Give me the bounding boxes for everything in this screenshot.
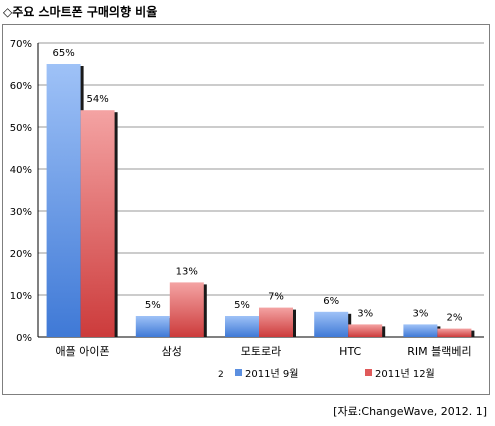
y-tick-label: 40% bbox=[10, 165, 32, 176]
data-label: 7% bbox=[268, 292, 284, 303]
category-label: 모토로라 bbox=[241, 345, 281, 358]
data-label: 2% bbox=[446, 313, 462, 324]
category-label: 삼성 bbox=[162, 345, 182, 358]
legend-label: 2011년 12월 bbox=[375, 368, 435, 380]
chart-frame: 0% 10% 20% 30% 40% 50% 60% 70% 65% 54% 애플 아이폰 5% 13%… bbox=[2, 24, 490, 395]
bar-sep bbox=[225, 316, 259, 337]
legend-swatch bbox=[365, 369, 372, 376]
bar-dec bbox=[348, 324, 383, 337]
category-label: 애플 아이폰 bbox=[56, 345, 110, 358]
category-label: HTC bbox=[339, 345, 361, 358]
data-label: 13% bbox=[176, 266, 198, 277]
y-tick-label: 30% bbox=[10, 207, 32, 218]
data-label: 5% bbox=[145, 300, 161, 311]
bar-sep bbox=[46, 64, 81, 337]
bar-sep bbox=[314, 311, 349, 337]
category-label: RIM 블랙베리 bbox=[407, 345, 471, 358]
data-label: 5% bbox=[234, 300, 250, 311]
legend-label: 2011년 9월 bbox=[245, 368, 298, 380]
y-tick-label: 10% bbox=[10, 291, 32, 302]
y-tick-label: 60% bbox=[10, 81, 32, 92]
bar-chart: 0% 10% 20% 30% 40% 50% 60% 70% 65% 54% 애플 아이폰 5% 13%… bbox=[10, 39, 484, 380]
source-note: [자료:ChangeWave, 2012. 1] bbox=[333, 405, 487, 418]
data-label: 3% bbox=[357, 308, 373, 319]
legend-swatch bbox=[235, 369, 242, 376]
y-tick-label: 20% bbox=[10, 249, 32, 260]
bar-dec bbox=[169, 282, 204, 337]
bar-dec bbox=[259, 307, 293, 337]
bar-dec bbox=[437, 328, 472, 337]
data-label: 3% bbox=[412, 308, 428, 319]
data-label: 6% bbox=[323, 296, 339, 307]
y-tick-label: 70% bbox=[10, 39, 32, 50]
bar-sep bbox=[135, 316, 170, 337]
bar-dec bbox=[80, 110, 115, 337]
legend-stray-text: 2 bbox=[218, 370, 224, 380]
data-label: 65% bbox=[52, 48, 74, 59]
data-label: 54% bbox=[86, 94, 108, 105]
bar-sep bbox=[403, 324, 438, 337]
chart-title: ◇주요 스마트폰 구매의향 비율 bbox=[3, 5, 158, 19]
y-tick-label: 0% bbox=[16, 333, 32, 344]
y-tick-label: 50% bbox=[10, 123, 32, 134]
